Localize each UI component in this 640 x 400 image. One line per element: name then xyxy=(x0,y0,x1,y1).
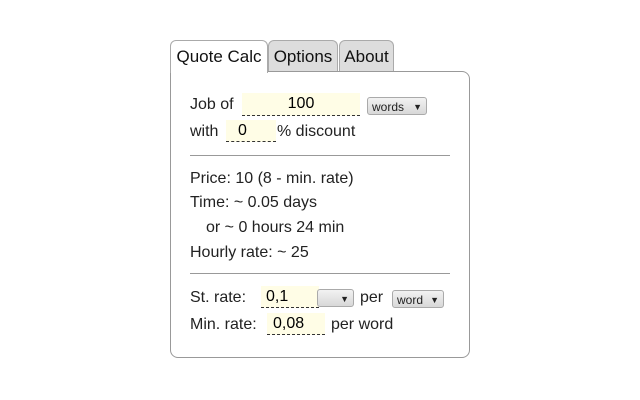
divider xyxy=(190,155,450,156)
discount-input[interactable] xyxy=(226,120,276,142)
currency-select[interactable]: ▼ xyxy=(317,289,354,307)
dropdown-arrow-icon: ▼ xyxy=(413,102,422,112)
job-of-label: Job of xyxy=(190,96,234,113)
rate-unit-select[interactable]: word ▼ xyxy=(392,290,444,308)
with-label: with xyxy=(190,123,219,140)
dropdown-arrow-icon: ▼ xyxy=(340,294,349,304)
unit-select[interactable]: words ▼ xyxy=(367,97,427,115)
discount-label: % discount xyxy=(277,123,356,140)
hourly-rate-text: Hourly rate: ~ 25 xyxy=(190,244,309,261)
divider xyxy=(190,273,450,274)
min-rate-label: Min. rate: xyxy=(190,316,257,333)
st-rate-label: St. rate: xyxy=(190,289,247,306)
quote-calc-panel: Job of words ▼ with % discount Price: 10 … xyxy=(170,71,470,358)
st-rate-input[interactable] xyxy=(261,286,319,308)
time-days-text: Time: ~ 0.05 days xyxy=(190,194,318,211)
min-per-label: per word xyxy=(331,316,394,333)
price-text: Price: 10 (8 - min. rate) xyxy=(190,170,354,187)
tab-quote-calc[interactable]: Quote Calc xyxy=(170,40,268,73)
per-label: per xyxy=(360,289,384,306)
tab-options[interactable]: Options xyxy=(268,40,338,71)
unit-value: words xyxy=(372,100,405,114)
job-size-input[interactable] xyxy=(242,93,360,116)
dropdown-arrow-icon: ▼ xyxy=(430,295,439,305)
time-hours-text: or ~ 0 hours 24 min xyxy=(206,219,345,236)
min-rate-input[interactable] xyxy=(267,313,325,335)
rate-unit-value: word xyxy=(397,293,424,307)
tab-about[interactable]: About xyxy=(339,40,394,71)
